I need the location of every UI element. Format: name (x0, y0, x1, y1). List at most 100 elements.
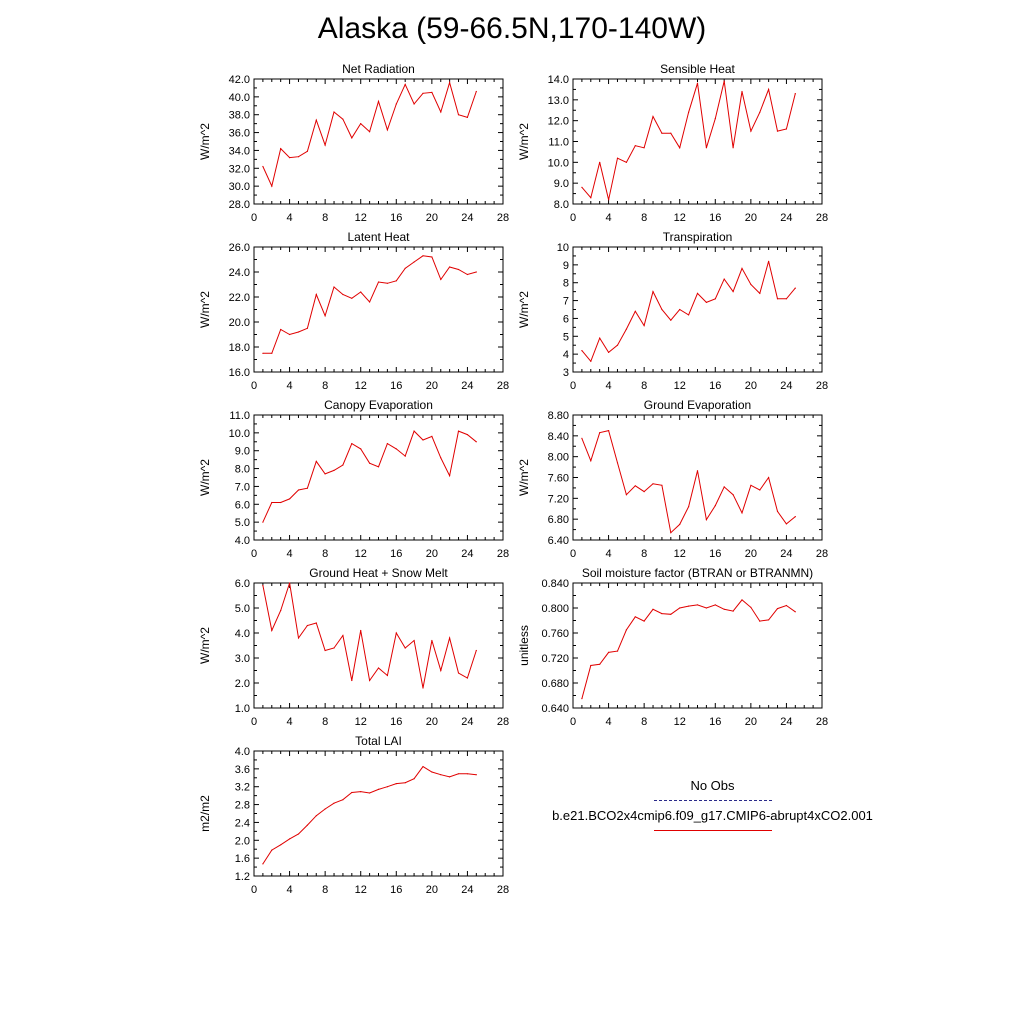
y-tick-label: 6.40 (548, 535, 569, 547)
x-tick-label: 28 (816, 548, 828, 560)
data-point (431, 91, 433, 93)
data-point (688, 605, 690, 607)
y-tick-label: 7.0 (235, 481, 250, 493)
data-point (306, 327, 308, 329)
x-tick-label: 0 (251, 380, 257, 392)
y-tick-label: 3 (563, 367, 569, 379)
y-tick-label: 1.6 (235, 853, 250, 865)
data-point (741, 90, 743, 93)
x-tick-label: 28 (497, 548, 509, 560)
data-point (785, 298, 788, 300)
data-point (297, 489, 300, 491)
chart-panel: Net Radiation W/m^2 0 4 8 12 16 20 24 28 28.0 30.0 3… (198, 62, 509, 224)
y-tick-label: 22.0 (229, 292, 250, 304)
x-tick-label: 24 (780, 716, 792, 728)
data-point (342, 799, 344, 801)
x-tick-label: 24 (461, 380, 473, 392)
data-point (369, 792, 371, 794)
panel-title: Latent Heat (347, 230, 410, 244)
plot-frame (572, 78, 823, 205)
data-point (280, 844, 282, 846)
data-point (351, 137, 353, 139)
data-point (643, 491, 645, 493)
series-line (262, 255, 477, 354)
data-point (457, 430, 460, 432)
x-tick-label: 12 (355, 380, 367, 392)
series-line (581, 599, 796, 699)
data-point (431, 256, 433, 258)
x-tick-label: 16 (390, 884, 402, 896)
data-point (794, 516, 796, 518)
data-point (688, 111, 690, 113)
data-point (661, 484, 663, 486)
data-point (280, 328, 282, 331)
data-point (643, 147, 645, 149)
data-point (714, 604, 716, 606)
data-point (440, 457, 442, 459)
data-point (333, 802, 335, 804)
panel-title: Ground Heat + Snow Melt (309, 566, 448, 580)
data-point (661, 132, 663, 134)
data-point (776, 608, 779, 610)
y-tick-label: 8.80 (548, 410, 569, 422)
data-point (466, 273, 468, 276)
data-point (794, 287, 796, 289)
data-point (732, 494, 734, 496)
series-line (262, 430, 477, 523)
data-point (262, 521, 264, 523)
y-tick-label: 6 (563, 313, 569, 325)
data-point (280, 501, 282, 504)
legend-obs-line (654, 800, 772, 801)
data-point (289, 498, 291, 500)
data-point (440, 278, 442, 281)
data-point (440, 111, 442, 113)
y-tick-label: 0.680 (541, 678, 569, 690)
y-tick-label: 12.0 (548, 116, 569, 128)
series-line (581, 430, 796, 534)
x-tick-label: 0 (570, 716, 576, 728)
x-tick-label: 16 (390, 716, 402, 728)
data-point (315, 815, 317, 817)
y-tick-label: 28.0 (229, 199, 250, 211)
y-tick-label: 1.0 (235, 703, 250, 715)
data-point (616, 157, 619, 159)
legend-case-label: b.e21.BCO2x4cmip6.f09_g17.CMIP6-abrupt4x… (552, 808, 873, 823)
x-tick-label: 20 (745, 716, 757, 728)
x-tick-label: 16 (709, 212, 721, 224)
chart-panel: Ground Heat + Snow Melt W/m^2 0 4 8 12 16 20 24 2… (198, 566, 509, 728)
data-point (688, 506, 690, 508)
y-tick-label: 38.0 (229, 110, 250, 122)
data-point (386, 129, 388, 131)
y-tick-label: 0.840 (541, 578, 569, 590)
series-line (581, 261, 796, 363)
data-point (732, 610, 734, 612)
y-tick-label: 7.60 (548, 473, 569, 485)
data-point (785, 604, 788, 607)
data-point (333, 469, 335, 471)
data-point (705, 301, 708, 303)
x-tick-label: 0 (570, 380, 576, 392)
legend-obs-label: No Obs (690, 778, 735, 793)
data-point (768, 88, 770, 90)
data-point (750, 283, 752, 286)
y-tick-label: 3.6 (235, 764, 250, 776)
data-point (599, 663, 601, 665)
y-axis-label: W/m^2 (198, 123, 212, 160)
x-tick-label: 24 (461, 884, 473, 896)
data-point (289, 582, 291, 584)
data-point (608, 430, 610, 432)
data-point (608, 351, 610, 353)
data-point (643, 620, 645, 622)
data-point (422, 255, 424, 257)
data-point (404, 83, 406, 85)
data-point (696, 470, 699, 472)
x-tick-label: 4 (606, 380, 612, 392)
data-point (395, 632, 397, 634)
data-point (422, 439, 424, 441)
y-tick-label: 2.0 (235, 835, 250, 847)
data-point (590, 460, 592, 462)
data-point (714, 298, 716, 300)
data-point (297, 833, 300, 835)
data-point (794, 93, 796, 95)
x-tick-label: 4 (287, 884, 293, 896)
